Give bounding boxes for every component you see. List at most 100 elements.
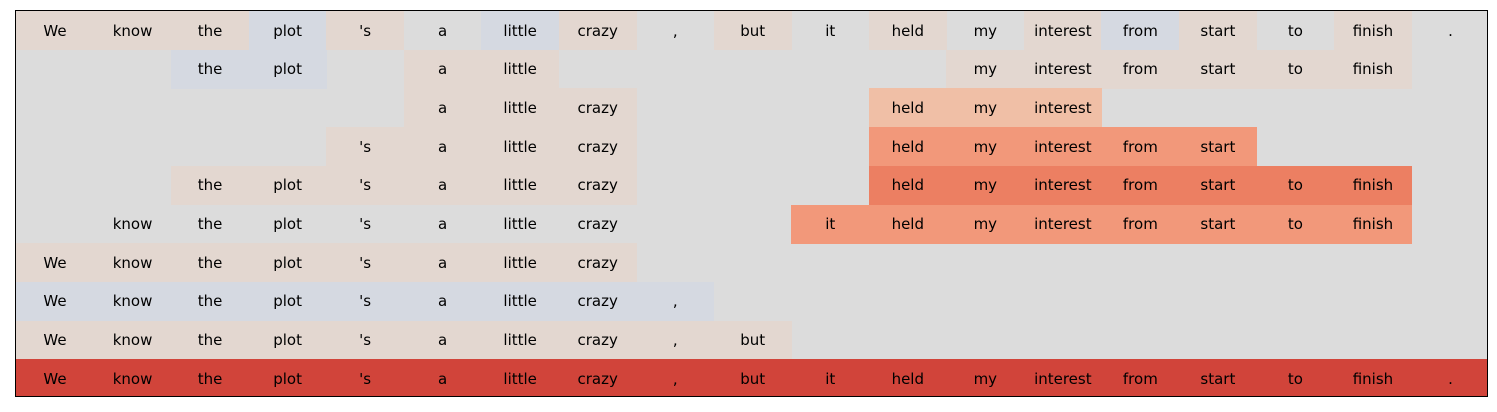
token-cell: interest: [1023, 165, 1102, 205]
token-cell: plot: [248, 11, 327, 51]
token-cell: from: [1101, 359, 1180, 396]
token-cell: [326, 50, 404, 89]
token-cell: little: [481, 127, 560, 167]
token-cell: start: [1178, 127, 1257, 167]
token-cell: [791, 50, 869, 89]
token-cell: [1411, 243, 1487, 282]
token-cell: to: [1256, 359, 1335, 396]
token-cell: little: [503, 215, 537, 234]
token-cell: [869, 282, 947, 321]
token-cell: a: [403, 49, 482, 89]
token-cell: [94, 88, 172, 127]
token-cell: start: [1178, 49, 1257, 89]
token-cell: little: [481, 320, 560, 360]
token-cell: to: [1256, 204, 1335, 244]
token-cell: a: [438, 21, 448, 40]
token-cell: [714, 282, 792, 321]
token-cell: interest: [1023, 88, 1102, 128]
token-cell: know: [112, 215, 153, 234]
token-cell: my: [973, 21, 998, 40]
token-cell: the: [171, 165, 250, 205]
token-cell: [636, 50, 714, 89]
token-cell: held: [868, 359, 947, 396]
token-cell: the: [171, 359, 250, 396]
token-cell: know: [93, 11, 172, 51]
token-cell: the: [197, 215, 223, 234]
token-cell: the: [171, 243, 250, 283]
token-cell: plot: [248, 359, 327, 396]
token-cell: a: [403, 165, 482, 205]
token-cell: a: [438, 215, 448, 234]
token-cell: [559, 50, 637, 89]
token-cell: [1334, 243, 1412, 282]
token-cell: it: [791, 359, 870, 396]
token-cell: [1334, 321, 1412, 360]
token-cell: [714, 88, 792, 127]
token-cell: to: [1256, 49, 1335, 89]
token-cell: interest: [1023, 11, 1102, 51]
token-cell: a: [403, 243, 482, 283]
token-cell: [1334, 127, 1412, 166]
token-cell: [791, 321, 869, 360]
token-cell: ,: [636, 320, 715, 360]
token-cell: [869, 50, 947, 89]
token-cell: [1411, 321, 1487, 360]
token-cell: finish: [1333, 204, 1412, 244]
token-cell: [1256, 282, 1334, 321]
token-cell: .: [1411, 359, 1487, 396]
token-cell: [94, 127, 172, 166]
token-cell: start: [1178, 204, 1257, 244]
token-cell: crazy: [577, 215, 618, 234]
token-cell: crazy: [558, 320, 637, 360]
token-cell: .: [1448, 21, 1453, 40]
token-cell: crazy: [558, 359, 637, 396]
token-cell: held: [868, 127, 947, 167]
token-cell: [869, 321, 947, 360]
token-cell: 's: [326, 359, 405, 396]
token-cell: my: [946, 127, 1025, 167]
token-cell: it: [791, 204, 870, 244]
token-cell: plot: [248, 165, 327, 205]
token-cell: [946, 282, 1024, 321]
token-cell: held: [868, 11, 947, 51]
token-cell: [636, 88, 714, 127]
token-cell: to: [1256, 165, 1335, 205]
token-cell: it: [825, 21, 836, 40]
token-cell: [171, 127, 249, 166]
token-cell: little: [481, 49, 560, 89]
token-cell: [636, 243, 714, 282]
token-cell: held: [868, 204, 947, 244]
token-cell: 's: [326, 320, 405, 360]
token-cell: [791, 243, 869, 282]
token-cell: little: [481, 165, 560, 205]
token-cell: We: [16, 359, 95, 396]
token-cell: [1101, 282, 1179, 321]
token-cell: from: [1101, 49, 1180, 89]
token-cell: ,: [636, 359, 715, 396]
token-cell: [1411, 127, 1487, 166]
token-cell: little: [481, 359, 560, 396]
token-cell: 's: [326, 165, 405, 205]
token-cell: [1411, 166, 1487, 205]
token-cell: [1179, 88, 1257, 127]
token-cell: [16, 127, 94, 166]
token-cell: [16, 166, 94, 205]
token-cell: finish: [1333, 359, 1412, 396]
token-cell: the: [171, 320, 250, 360]
token-cell: [1024, 243, 1102, 282]
token-cell: [1024, 282, 1102, 321]
token-cell: [636, 166, 714, 205]
token-cell: [326, 88, 404, 127]
token-cell: [869, 243, 947, 282]
token-cell: crazy: [558, 88, 637, 128]
token-cell: [714, 243, 792, 282]
token-cell: [1334, 282, 1412, 321]
token-cell: [946, 243, 1024, 282]
token-cell: know: [93, 320, 172, 360]
token-cell: [94, 50, 172, 89]
token-cell: plot: [248, 243, 327, 283]
token-cell: [1024, 321, 1102, 360]
token-cell: my: [946, 88, 1025, 128]
token-cell: a: [403, 88, 482, 128]
token-cell: ,: [636, 281, 715, 322]
